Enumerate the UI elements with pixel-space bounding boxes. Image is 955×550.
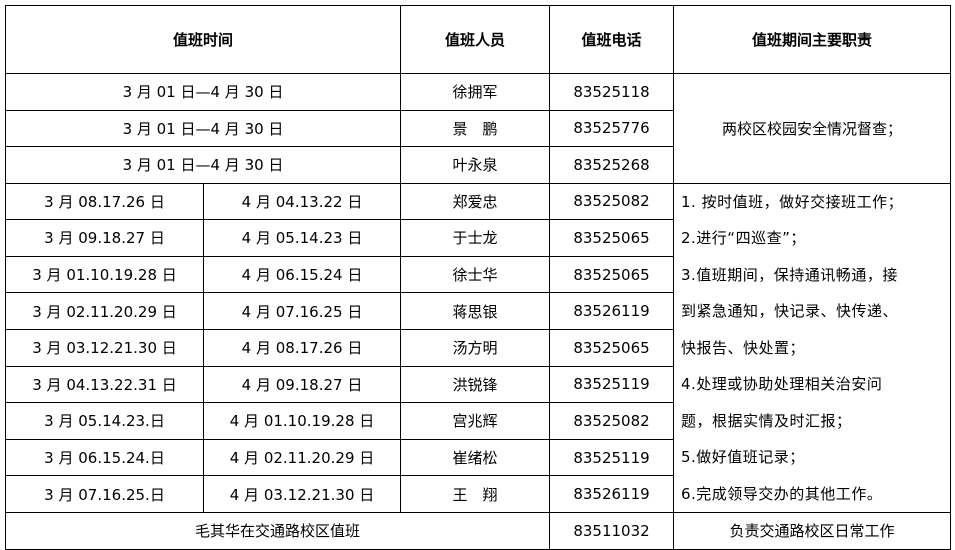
name-cell: 汤方明 [400,328,550,367]
name-cell: 徐拥军 [400,73,550,111]
footer-row: 毛其华在交通路校区值班 83511032 负责交通路校区日常工作 [5,512,951,550]
phone-cell: 83525065 [549,328,674,367]
phone-cell: 83525082 [549,182,674,221]
date-cell: 3 月 01 日—4 月 30 日 [5,73,401,111]
duty-line: 5.做好值班记录； [681,448,805,466]
table-row: 3 月 06.15.24.日 4 月 02.11.20.29 日崔绪松 835251… [5,438,951,477]
date-cell: 3 月 01 日—4 月 30 日 [5,109,401,147]
duty-line: 题，根据实情及时汇报； [681,411,852,430]
phone-cell: 83525268 [549,146,674,184]
name-cell: 徐士华 [400,255,550,294]
april-date-cell: 4 月 05.14.23 日 [203,219,401,257]
duty-line: 快报告、快处置； [681,338,806,357]
phone-cell: 83525082 [549,402,674,440]
name-cell: 崔绪松 [400,438,550,477]
march-date-cell: 3 月 08.17.26 日 [5,182,204,221]
duty-schedule-table: 值班时间 值班人员 值班电话 值班期间主要职责 3 月 01 日—4 月 30 … [5,5,951,550]
table-row: 3 月 01 日—4 月 30 日 景 鹏 83525776 [5,109,951,147]
header-time: 值班时间 [5,5,401,74]
march-date-cell: 3 月 02.11.20.29 日 [5,292,204,330]
phone-cell: 83525065 [549,219,674,257]
phone-cell: 83526119 [549,292,674,330]
march-date-cell: 3 月 03.12.21.30 日 [5,328,204,367]
top-duty-cell: 两校区校园安全情况督查； [673,73,951,184]
footer-note: 毛其华在交通路校区值班 [5,512,550,550]
april-date-cell: 4 月 07.16.25 日 [203,292,401,330]
duty-line: 6.完成领导交办的其他工作。 [681,484,883,503]
phone-cell: 83526119 [549,475,674,513]
header-duty: 值班期间主要职责 [673,5,951,74]
name-cell: 叶永泉 [400,146,550,184]
table-row: 3 月 05.14.23.日 4 月 01.10.19.28 日宫兆辉 835250… [5,402,951,440]
april-date-cell: 4 月 02.11.20.29 日 [203,438,401,477]
april-date-cell: 4 月 06.15.24 日 [203,255,401,294]
name-cell: 宫兆辉 [400,402,550,440]
footer-phone: 83511032 [549,512,674,550]
phone-cell: 83525119 [549,365,674,404]
header-person: 值班人员 [400,5,550,74]
header-phone: 值班电话 [549,5,674,74]
name-cell: 洪锐锋 [400,365,550,404]
table-row: 3 月 07.16.25.日 4 月 03.12.21.30 日王 翔 835261… [5,475,951,513]
april-date-cell: 4 月 04.13.22 日 [203,182,401,221]
march-date-cell: 3 月 06.15.24.日 [5,438,204,477]
march-date-cell: 3 月 07.16.25.日 [5,475,204,513]
april-date-cell: 4 月 01.10.19.28 日 [203,402,401,440]
march-date-cell: 3 月 09.18.27 日 [5,219,204,257]
name-cell: 于士龙 [400,219,550,257]
duty-line: 3.值班期间，保持通讯畅通，接 [681,265,898,284]
april-date-cell: 4 月 08.17.26 日 [203,328,401,367]
phone-cell: 83525119 [549,438,674,477]
name-cell: 郑爱忠 [400,182,550,221]
name-cell: 王 翔 [400,475,550,513]
duty-line: 1. 按时值班，做好交接班工作； [681,192,904,211]
april-date-cell: 4 月 03.12.21.30 日 [203,475,401,513]
date-cell: 3 月 01 日—4 月 30 日 [5,146,401,184]
phone-cell: 83525065 [549,255,674,294]
duty-line: 到紧急通知，快记录、快传递、 [681,302,899,320]
name-cell: 蒋思银 [400,292,550,330]
duty-line: 4.处理或协助处理相关治安问 [681,375,883,393]
phone-cell: 83525776 [549,109,674,147]
phone-cell: 83525118 [549,73,674,111]
march-date-cell: 3 月 01.10.19.28 日 [5,255,204,294]
footer-duty: 负责交通路校区日常工作 [673,512,951,550]
march-date-cell: 3 月 05.14.23.日 [5,402,204,440]
april-date-cell: 4 月 09.18.27 日 [203,365,401,404]
duty-line: 2.进行“四巡查”； [681,229,806,247]
duty-list-cell: 1. 按时值班，做好交接班工作； 2.进行“四巡查”； 3.值班期间，保持通讯畅通，… [673,182,951,513]
march-date-cell: 3 月 04.13.22.31 日 [5,365,204,404]
table-row: 3 月 01 日—4 月 30 日 徐拥军 83525118 两校区校园安全情况… [5,73,951,184]
name-cell: 景 鹏 [400,109,550,147]
header-row: 值班时间 值班人员 值班电话 值班期间主要职责 [5,5,951,74]
table-row: 3 月 01 日—4 月 30 日 叶永泉 83525268 [5,146,951,184]
